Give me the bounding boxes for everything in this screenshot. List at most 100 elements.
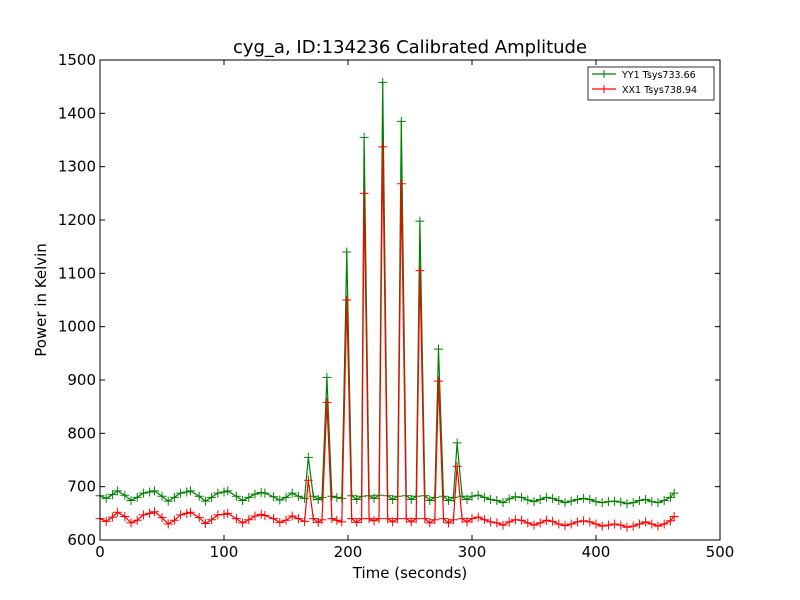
data-point-xx1	[337, 517, 347, 527]
data-point-xx1	[169, 515, 179, 525]
data-point-yy1	[303, 452, 313, 462]
y-tick-label: 1400	[58, 104, 96, 122]
data-point-xx1	[138, 510, 148, 520]
data-point-xx1	[393, 514, 403, 524]
y-tick-label: 1000	[58, 318, 96, 336]
data-point-yy1	[157, 491, 167, 501]
data-point-xx1	[452, 461, 462, 471]
data-point-yy1	[138, 488, 148, 498]
legend-label-xx1: XX1 Tsys738.94	[622, 85, 697, 96]
data-point-xx1	[579, 516, 589, 526]
data-point-yy1	[591, 497, 601, 507]
legend-marker-xx1	[600, 85, 608, 93]
data-point-xx1	[388, 517, 398, 527]
data-point-xx1	[486, 517, 496, 527]
data-point-xx1	[554, 519, 564, 529]
legend-marker-yy1	[600, 70, 608, 78]
data-point-yy1	[317, 492, 327, 502]
data-point-xx1	[396, 179, 406, 189]
data-point-xx1	[430, 515, 440, 525]
data-point-xx1	[523, 518, 533, 528]
data-point-yy1	[327, 491, 337, 501]
data-point-yy1	[434, 344, 444, 354]
y-tick-label: 800	[67, 424, 96, 442]
data-point-yy1	[659, 496, 669, 506]
data-point-xx1	[597, 521, 607, 531]
data-point-xx1	[659, 519, 669, 529]
data-point-xx1	[669, 512, 679, 522]
data-point-yy1	[443, 496, 453, 506]
data-point-yy1	[622, 499, 632, 509]
data-point-yy1	[186, 486, 196, 496]
data-point-xx1	[411, 514, 421, 524]
data-point-xx1	[327, 514, 337, 524]
data-point-xx1	[591, 519, 601, 529]
data-point-yy1	[281, 492, 291, 502]
data-point-xx1	[244, 515, 254, 525]
data-point-yy1	[647, 497, 657, 507]
data-point-xx1	[420, 514, 430, 524]
data-point-xx1	[352, 517, 362, 527]
data-point-xx1	[163, 519, 173, 529]
data-point-xx1	[126, 518, 136, 528]
data-point-yy1	[560, 498, 570, 508]
data-point-xx1	[260, 510, 270, 520]
data-point-yy1	[194, 491, 204, 501]
data-point-yy1	[293, 491, 303, 501]
data-point-xx1	[406, 517, 416, 527]
data-point-yy1	[182, 487, 192, 497]
data-point-xx1	[535, 518, 545, 528]
data-point-yy1	[504, 494, 514, 504]
data-point-yy1	[457, 491, 467, 501]
plot-area	[95, 77, 679, 532]
data-point-xx1	[238, 518, 248, 528]
data-point-xx1	[566, 519, 576, 529]
data-point-yy1	[510, 492, 520, 502]
x-tick-label: 100	[210, 543, 239, 561]
y-tick-label: 1100	[58, 264, 96, 282]
data-point-xx1	[641, 517, 651, 527]
data-point-xx1	[448, 515, 458, 525]
data-point-yy1	[448, 492, 458, 502]
data-point-xx1	[415, 266, 425, 276]
data-point-xx1	[107, 512, 117, 522]
y-axis: 600 700 800 900 1000 1100 1200 1300 1400 1500	[58, 51, 720, 549]
data-point-xx1	[603, 520, 613, 530]
legend: YY1 Tsys733.66 XX1 Tsys738.94	[587, 66, 715, 101]
data-point-xx1	[434, 376, 444, 386]
data-point-xx1	[529, 520, 539, 530]
y-tick-label: 600	[67, 531, 96, 549]
data-point-xx1	[207, 515, 217, 525]
data-point-yy1	[101, 493, 111, 503]
data-point-xx1	[479, 515, 489, 525]
data-point-yy1	[200, 496, 210, 506]
data-point-yy1	[169, 492, 179, 502]
data-point-yy1	[415, 216, 425, 226]
data-point-yy1	[535, 494, 545, 504]
data-point-yy1	[287, 488, 297, 498]
data-point-xx1	[585, 517, 595, 527]
legend-entries	[592, 70, 616, 93]
data-point-xx1	[231, 514, 241, 524]
data-point-xx1	[120, 512, 130, 522]
data-point-yy1	[486, 494, 496, 504]
data-point-yy1	[492, 496, 502, 506]
data-point-yy1	[641, 494, 651, 504]
data-point-xx1	[510, 515, 520, 525]
data-point-yy1	[653, 498, 663, 508]
data-point-yy1	[322, 372, 332, 382]
data-point-xx1	[322, 397, 332, 407]
data-point-yy1	[369, 493, 379, 503]
data-point-yy1	[120, 490, 130, 500]
data-point-xx1	[342, 295, 352, 305]
data-point-xx1	[308, 514, 318, 524]
data-point-yy1	[523, 495, 533, 505]
data-point-xx1	[200, 518, 210, 528]
data-point-xx1	[157, 513, 167, 523]
data-point-xx1	[383, 514, 393, 524]
data-point-xx1	[647, 519, 657, 529]
data-point-xx1	[462, 517, 472, 527]
data-point-xx1	[443, 518, 453, 528]
data-point-xx1	[317, 515, 327, 525]
